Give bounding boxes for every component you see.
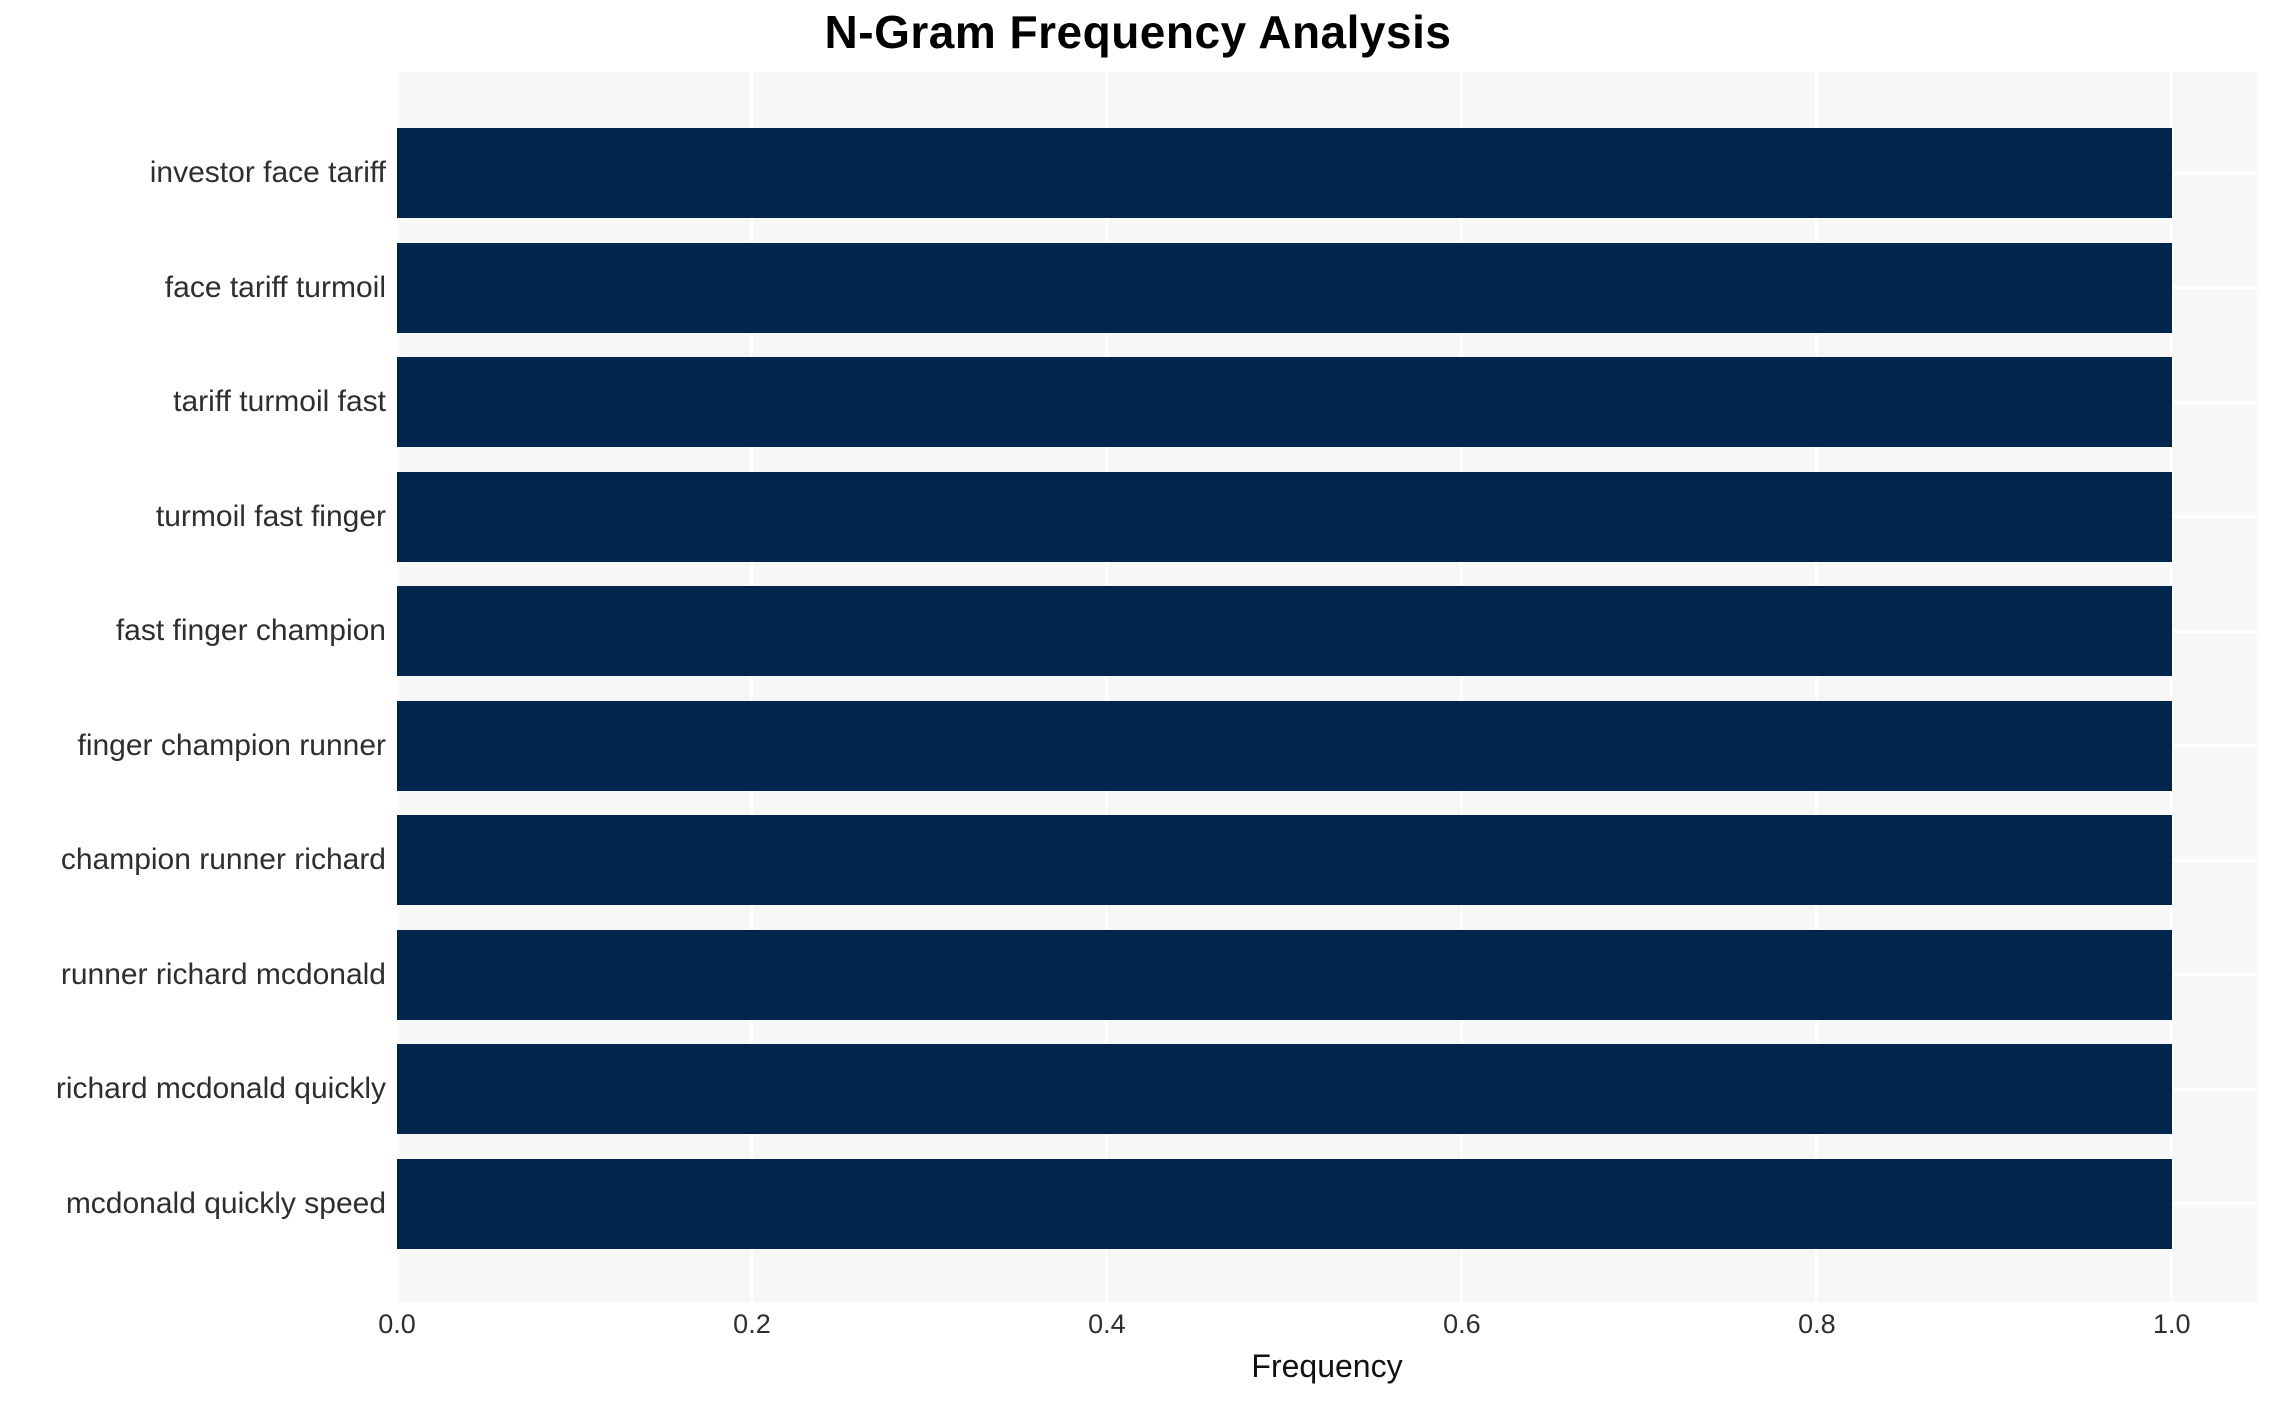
x-axis-title: Frequency xyxy=(1251,1348,1403,1384)
x-tick-label: 0.2 xyxy=(733,1309,771,1339)
y-tick-label: champion runner richard xyxy=(60,843,386,876)
x-tick-label: 0.6 xyxy=(1443,1309,1481,1339)
bar xyxy=(397,471,2172,562)
plot-area xyxy=(397,72,2257,1302)
gridline-vertical xyxy=(1460,72,1464,1302)
y-tick-label: investor face tariff xyxy=(149,156,386,189)
y-tick-label: richard mcdonald quickly xyxy=(55,1072,386,1105)
bar xyxy=(397,357,2172,447)
bar xyxy=(397,128,2172,218)
y-tick-label: finger champion runner xyxy=(77,728,386,762)
y-tick-label: runner richard mcdonald xyxy=(60,957,386,991)
bar xyxy=(397,242,2172,333)
chart-title: N-Gram Frequency Analysis xyxy=(824,6,1452,58)
bar xyxy=(397,700,2172,791)
y-tick-label: mcdonald quickly speed xyxy=(65,1186,386,1220)
gridline-vertical xyxy=(1815,72,1819,1302)
y-tick-label: face tariff turmoil xyxy=(164,270,386,304)
gridline-vertical xyxy=(2170,72,2174,1302)
bar xyxy=(397,1044,2172,1134)
x-tick-label: 1.0 xyxy=(2153,1309,2191,1339)
y-tick-label: fast finger champion xyxy=(115,614,386,647)
bar xyxy=(397,815,2172,905)
x-tick-label: 0.8 xyxy=(1798,1309,1836,1339)
gridline-vertical xyxy=(1105,72,1109,1302)
y-tick-label: turmoil fast finger xyxy=(155,499,386,533)
x-tick-label: 0.4 xyxy=(1088,1309,1126,1339)
y-tick-label: tariff turmoil fast xyxy=(173,385,386,418)
gridline-vertical xyxy=(397,72,399,1302)
bar xyxy=(397,1158,2172,1249)
bar xyxy=(397,929,2172,1020)
x-tick-label: 0.0 xyxy=(378,1309,416,1339)
bar xyxy=(397,586,2172,676)
gridline-vertical xyxy=(750,72,754,1302)
